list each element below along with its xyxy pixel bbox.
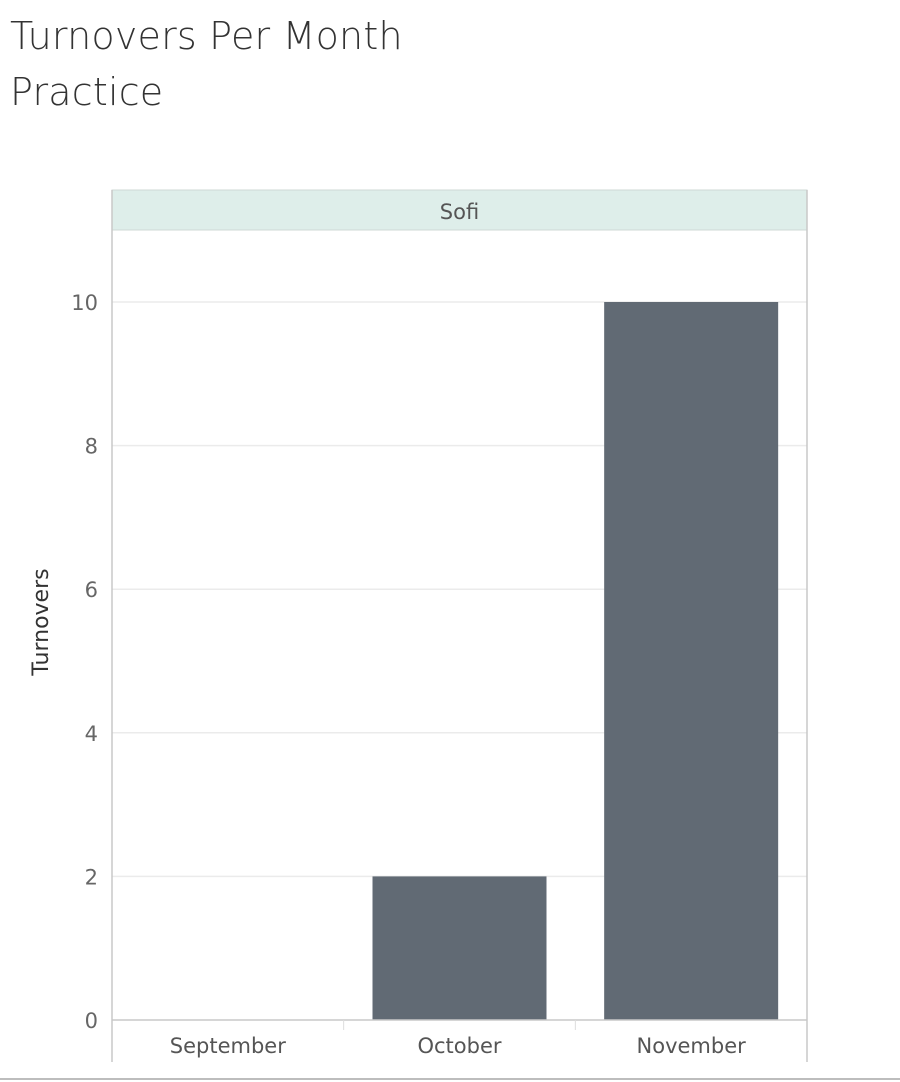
bars xyxy=(372,302,779,1020)
bottom-divider xyxy=(0,1078,900,1080)
axes xyxy=(111,190,808,1062)
x-tick-label: November xyxy=(637,1034,747,1058)
bar-october xyxy=(372,876,547,1020)
y-tick-label: 10 xyxy=(71,291,98,315)
x-tick-label: September xyxy=(170,1034,286,1058)
chart-title: Turnovers Per Month Practice xyxy=(10,8,403,120)
panel-header-label: Sofi xyxy=(440,200,479,224)
y-tick-label: 6 xyxy=(85,578,98,602)
y-tick-labels: 0 2 4 6 8 10 xyxy=(71,291,98,1033)
x-tick-label: October xyxy=(417,1034,501,1058)
y-tick-label: 8 xyxy=(85,435,98,459)
x-tick-labels: September October November xyxy=(170,1034,746,1058)
y-tick-label: 4 xyxy=(85,722,98,746)
y-tick-label: 0 xyxy=(85,1009,98,1033)
bar-november xyxy=(604,302,779,1020)
chart-title-line-1: Turnovers Per Month xyxy=(10,14,403,58)
panel-header xyxy=(111,189,808,231)
chart-title-line-2: Practice xyxy=(10,70,164,114)
y-tick-label: 2 xyxy=(85,865,98,889)
y-axis-label: Turnovers xyxy=(29,568,54,676)
